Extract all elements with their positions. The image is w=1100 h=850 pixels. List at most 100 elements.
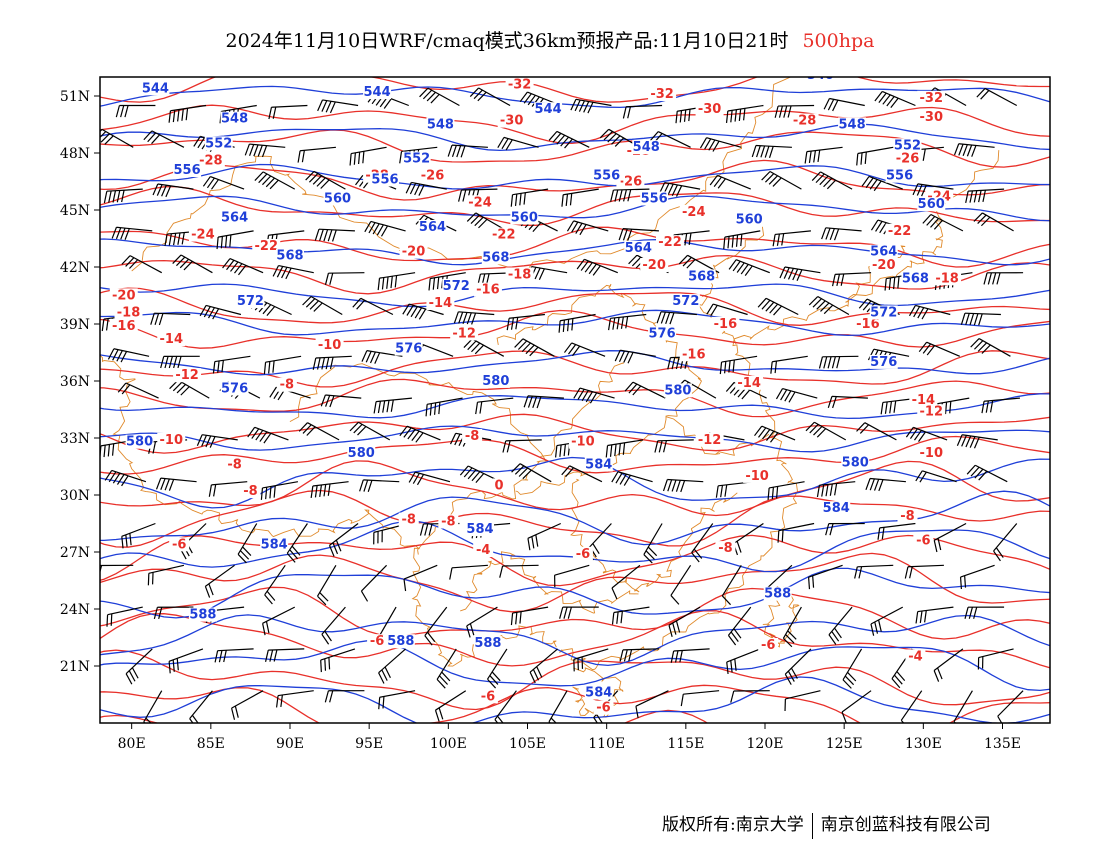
contour-label-bg <box>632 140 661 155</box>
wind-barb <box>670 564 692 605</box>
wind-barb <box>317 564 337 606</box>
wind-barb <box>502 439 542 453</box>
credit-owner: 版权所有:南京大学 <box>662 815 804 835</box>
credit-company: 南京创蓝科技有限公司 <box>820 815 991 835</box>
wind-barb <box>865 477 906 492</box>
contour-label-bg <box>505 267 534 282</box>
contour-label-bg <box>466 522 494 537</box>
contour-label-bg <box>656 235 684 250</box>
wind-barb <box>222 258 264 276</box>
wind-barb <box>405 181 447 196</box>
contour-label-bg <box>695 432 724 447</box>
contour-label: -20 <box>872 258 896 273</box>
temperature-isotherm <box>100 586 1050 640</box>
wind-barb <box>115 104 156 118</box>
contour-label: -18 <box>117 306 141 321</box>
wind-barb <box>514 338 555 357</box>
geopotential-height-contour <box>100 350 1050 376</box>
geopotential-height-contour <box>100 238 1050 266</box>
contour-label-bg <box>853 316 882 331</box>
contour-label-bg <box>473 282 502 297</box>
contour-label-bg <box>418 168 447 183</box>
wind-barb <box>856 422 897 441</box>
contour-label-bg <box>806 77 835 82</box>
wind-barb <box>359 479 400 492</box>
contour-label-bg <box>493 478 505 493</box>
contour-label: 580 <box>482 374 509 389</box>
wind-barb <box>419 87 460 107</box>
contour-label-bg <box>466 195 494 210</box>
border-line <box>559 150 1000 671</box>
contour-label-bg <box>897 508 918 523</box>
contour-label-bg <box>252 239 281 253</box>
contour-label: -32 <box>920 91 944 106</box>
contour-label-bg <box>909 392 938 407</box>
contour-label-bg <box>869 244 898 259</box>
contour-label: -8 <box>402 513 416 528</box>
wind-barb <box>352 297 394 316</box>
wind-barb <box>874 90 916 109</box>
wind-barb <box>761 170 802 190</box>
wind-barb <box>654 439 694 453</box>
contour-label-bg <box>481 250 510 265</box>
contour-label: 584 <box>466 522 493 537</box>
wind-barb <box>506 313 545 331</box>
wind-barb <box>727 606 752 646</box>
contour-label: 580 <box>126 435 153 450</box>
contour-label: 584 <box>261 537 288 552</box>
contour-label-bg <box>220 111 249 126</box>
title-main: 2024年11月10日WRF/cmaq模式36km预报产品:11月10日21时 <box>225 30 789 52</box>
temperature-isotherm <box>100 254 1050 295</box>
lat-tick-label: 33N <box>60 431 90 447</box>
contour-label-bg <box>711 316 740 331</box>
wind-barb <box>168 648 204 674</box>
wind-barb <box>449 564 488 580</box>
wind-barb <box>106 606 143 627</box>
contour-label-bg <box>917 109 946 124</box>
contour-label: 584 <box>585 458 612 473</box>
contour-label: -14 <box>429 296 453 311</box>
contour-label-bg <box>893 151 922 166</box>
contour-label: -24 <box>682 205 706 220</box>
contour-label: 588 <box>474 636 501 651</box>
wind-barb <box>231 690 264 720</box>
contour-label: -8 <box>227 458 241 473</box>
wind-barb <box>757 297 799 316</box>
contour-label: -10 <box>745 469 769 484</box>
wind-barb <box>618 228 659 241</box>
contour-label: -14 <box>737 376 761 391</box>
contour-label: 544 <box>535 102 562 117</box>
lon-tick-label: 130E <box>905 736 942 752</box>
lat-tick-label: 39N <box>60 317 90 333</box>
contour-label: 564 <box>625 241 652 256</box>
contour-label-bg <box>763 586 792 601</box>
contour-label-bg <box>481 373 510 388</box>
contour-label-bg <box>568 434 597 449</box>
contour-label-bg <box>735 375 764 390</box>
temperature-isotherm <box>100 489 1050 548</box>
contour-label: -10 <box>160 433 184 448</box>
wind-barb <box>827 395 868 409</box>
wind-barb <box>104 469 147 487</box>
wind-barb <box>599 128 641 148</box>
border-line <box>100 354 557 667</box>
wind-barb <box>728 259 770 276</box>
lon-tick-label: 80E <box>118 736 146 752</box>
temperature-isotherm <box>100 77 1050 103</box>
contour-label-bg <box>572 546 593 561</box>
temperature-isotherm <box>100 378 1050 418</box>
contour-label-bg <box>402 151 431 166</box>
contour-label-bg <box>276 377 297 392</box>
contour-label: -8 <box>718 541 732 556</box>
border-line <box>762 585 800 648</box>
wind-barb <box>777 522 815 543</box>
wind-barb <box>973 212 1014 232</box>
wind-barb <box>244 143 286 158</box>
contour-label: 576 <box>395 342 422 357</box>
wind-barb <box>196 434 238 448</box>
contour-label-bg <box>220 210 249 225</box>
geopotential-height-contour <box>100 123 1050 152</box>
lon-tick-label: 115E <box>667 736 704 752</box>
contour-label-bg <box>917 446 946 461</box>
wind-barb <box>775 387 818 403</box>
